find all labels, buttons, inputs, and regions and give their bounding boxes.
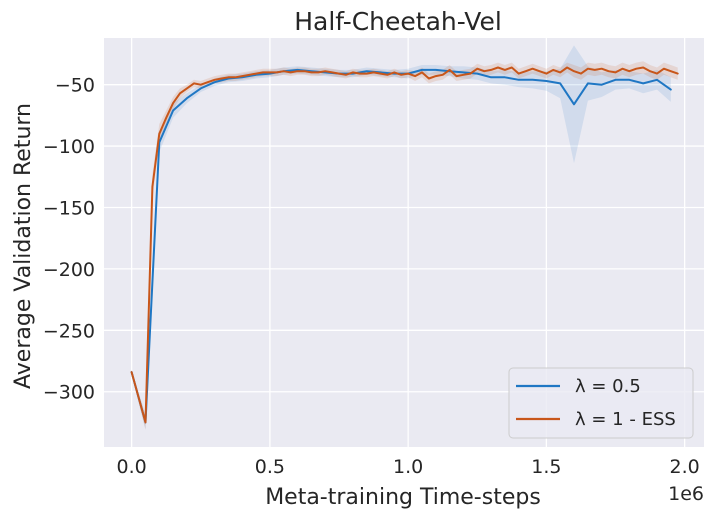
legend-label-lambda-1-ess: λ = 1 - ESS	[575, 409, 676, 430]
x-tick-label: 1.5	[531, 456, 561, 478]
x-axis-label: Meta-training Time-steps	[265, 485, 541, 510]
legend: λ = 0.5 λ = 1 - ESS	[508, 367, 694, 439]
y-axis-label: Average Validation Return	[11, 103, 36, 389]
series-band-0	[131, 45, 671, 430]
y-tick-label: −200	[43, 259, 95, 281]
y-tick-label: −50	[55, 75, 95, 97]
y-tick-label: −300	[43, 382, 95, 404]
x-tick-label: 1.0	[393, 456, 423, 478]
series-line-1	[130, 66, 679, 424]
confidence-bands	[131, 45, 678, 430]
y-tick-label: −150	[43, 197, 95, 219]
x-tick-label: 2.0	[670, 456, 700, 478]
series-line-0	[130, 68, 672, 424]
y-tick-label: −100	[43, 136, 95, 158]
chart-title: Half-Cheetah-Vel	[294, 7, 502, 36]
tick-labels: 0.0 0.5 1.0 1.5 2.0 −300 −250 −200 −150 −100 −50	[43, 75, 700, 478]
y-tick-label: −250	[43, 320, 95, 342]
x-offset-label: 1e6	[668, 483, 704, 505]
x-tick-label: 0.0	[117, 456, 147, 478]
legend-label-lambda-0-5: λ = 0.5	[575, 376, 641, 397]
x-tick-label: 0.5	[255, 456, 285, 478]
series-lines	[130, 66, 679, 424]
